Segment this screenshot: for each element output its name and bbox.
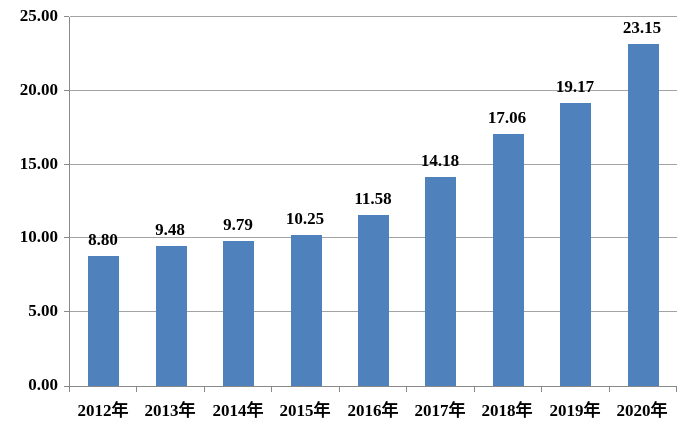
x-axis-tick	[271, 387, 272, 392]
bar	[560, 103, 591, 386]
x-axis-category-label: 2014年	[212, 401, 264, 420]
y-axis-tick-label: 25.00	[19, 6, 58, 25]
bar	[493, 134, 524, 386]
x-axis-category-label: 2020年	[616, 401, 668, 420]
x-axis-category-label: 2016年	[347, 401, 399, 420]
gridline	[70, 89, 677, 91]
x-axis-category-label: 2018年	[481, 401, 533, 420]
x-axis-tick	[609, 387, 610, 392]
x-axis-tick	[406, 387, 407, 392]
x-axis-tick	[474, 387, 475, 392]
bar-value-label: 9.79	[223, 215, 253, 234]
bar-value-label: 23.15	[622, 18, 662, 37]
x-axis-tick	[541, 387, 542, 392]
bar-value-label: 8.80	[88, 230, 118, 249]
bar	[628, 44, 659, 386]
bar-value-label: 17.06	[487, 108, 527, 127]
y-axis-tick-label: 0.00	[28, 375, 58, 394]
x-axis-category-label: 2013年	[144, 401, 196, 420]
bar-value-label: 14.18	[420, 151, 460, 170]
x-axis-category-label: 2017年	[414, 401, 466, 420]
y-axis-tick	[64, 237, 69, 239]
plot-area	[69, 16, 677, 387]
y-axis-tick	[64, 16, 69, 17]
x-axis-tick	[204, 387, 205, 392]
y-axis-tick-label: 15.00	[19, 153, 58, 173]
y-axis-tick	[64, 89, 69, 91]
bar	[88, 256, 119, 386]
x-axis-tick	[69, 387, 70, 392]
gridline	[70, 16, 677, 17]
y-axis-tick	[64, 386, 69, 387]
y-axis-tick-label: 5.00	[28, 301, 58, 321]
bar	[358, 215, 389, 386]
x-axis-tick	[339, 387, 340, 392]
y-axis-tick	[64, 311, 69, 313]
bar	[156, 246, 187, 386]
bar-value-label: 9.48	[155, 220, 185, 239]
x-axis-category-label: 2012年	[77, 401, 129, 420]
bar	[291, 235, 322, 386]
x-axis-category-label: 2015年	[279, 401, 331, 420]
bar-value-label: 11.58	[354, 189, 392, 208]
y-axis-tick	[64, 163, 69, 165]
bar-value-label: 19.17	[555, 77, 595, 96]
bar	[223, 241, 254, 386]
x-axis-category-label: 2019年	[549, 401, 601, 420]
y-axis-tick-label: 10.00	[19, 227, 58, 247]
y-axis-tick-label: 20.00	[19, 79, 58, 99]
x-axis-tick	[136, 387, 137, 392]
bar	[425, 177, 456, 386]
bar-value-label: 10.25	[285, 209, 325, 228]
gridline	[70, 163, 677, 165]
x-axis-tick	[676, 387, 677, 392]
